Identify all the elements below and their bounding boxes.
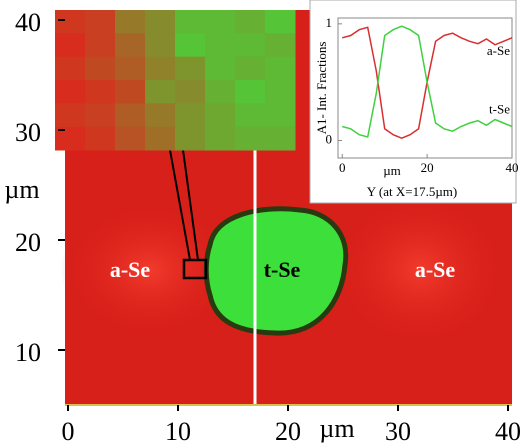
heat-cell [85,80,116,104]
heat-cell [85,103,116,128]
heat-cell [55,80,86,104]
y-tick-label: 10 [15,338,41,367]
x-tick-label: 40 [495,417,521,446]
heat-cell [55,33,86,58]
y-tick-label: 20 [15,228,41,257]
heat-cell [175,56,206,81]
x-axis-label: µm [319,414,354,443]
heat-cell [55,10,86,34]
y-tick-label: 40 [15,8,41,37]
annotation: t-Se [264,257,301,282]
heat-cell [235,126,266,151]
heat-cell [265,33,296,58]
heat-cell [115,103,146,128]
inset-heatmap [55,10,296,151]
x-tick-label: 40 [506,160,519,175]
inset-line-plot: A1- Int. Fractions µm Y (at X=17.5µm) 0 2… [309,0,519,204]
zoom-line [169,149,191,261]
x-unit: µm [383,163,401,178]
x-tick-label: 0 [62,417,75,446]
heat-cell [145,56,176,81]
heat-cell [235,103,266,128]
heat-cell [55,103,86,128]
heat-cell [235,33,266,58]
x-tick-label: 20 [421,160,434,175]
heat-cell [55,56,86,81]
heat-cell [205,80,236,104]
heat-cell [85,56,116,81]
halo [330,190,510,350]
heat-cell [145,103,176,128]
t-se-region [203,206,349,336]
heat-cell [115,56,146,81]
heat-cell [265,10,296,34]
heat-cell [235,80,266,104]
heat-cell [115,10,146,34]
heat-cell [205,33,236,58]
heat-cell [145,33,176,58]
heat-cell [85,10,116,34]
heat-cell [265,126,296,151]
x-tick-label: 20 [275,417,301,446]
heat-cell [175,80,206,104]
x-axis-label: Y (at X=17.5µm) [367,184,458,199]
heat-cell [265,80,296,104]
plot-frame [337,17,513,159]
series-label: t-Se [489,101,510,116]
heat-cell [175,126,206,151]
heat-cell [205,10,236,34]
heat-cell [175,103,206,128]
y-tick-label: 0 [326,131,333,146]
inset-frame [309,0,517,204]
y-axis-label: A1- Int. Fractions [314,42,329,135]
x-tick-label: 10 [165,417,191,446]
heat-cell [145,80,176,104]
zoom-box [182,258,208,280]
heat-cell [235,10,266,34]
x-tick-label: 0 [339,160,346,175]
series-line [342,25,513,138]
heat-cell [265,56,296,81]
series-label: a-Se [487,43,510,58]
heat-cell [145,10,176,34]
heat-cell [175,10,206,34]
heat-cell [55,126,86,151]
heat-cell [205,103,236,128]
annotation: a-Se [415,257,456,282]
heat-cell [265,103,296,128]
heat-cell [205,126,236,151]
heat-cell [115,80,146,104]
heat-cell [85,33,116,58]
y-axis-label: µm [4,175,39,204]
y-tick-label: 1 [326,15,333,30]
heat-cell [115,126,146,151]
heat-cell [205,56,236,81]
zoom-line [182,149,199,261]
heat-cell [145,126,176,151]
x-tick-label: 30 [385,417,411,446]
heat-cell [235,56,266,81]
annotation: a-Se [110,257,151,282]
y-tick-label: 30 [15,118,41,147]
heat-cell [85,126,116,151]
heat-cell [175,33,206,58]
heat-cell [115,33,146,58]
